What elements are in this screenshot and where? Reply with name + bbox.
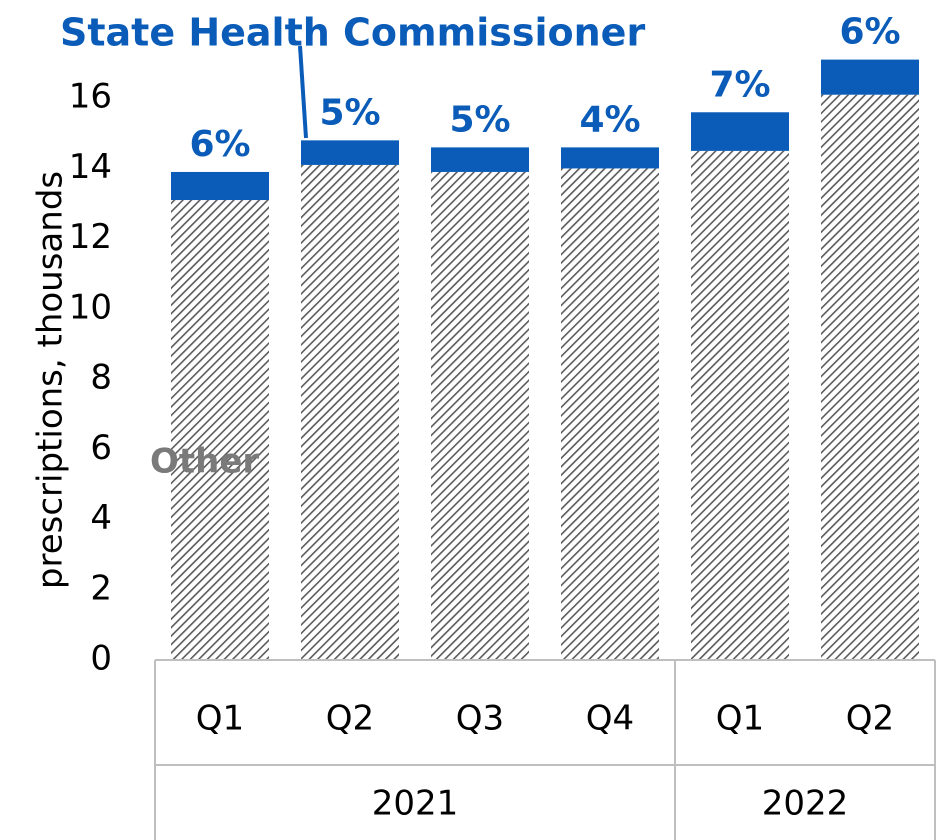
- bar-segment: [301, 164, 399, 660]
- series-label: State Health Commissioner: [60, 11, 645, 55]
- y-tick-label: 6: [90, 428, 112, 468]
- leader-line: [298, 45, 308, 139]
- x-tick-label: Q1: [716, 699, 764, 739]
- y-axis-label: prescriptions, thousands: [31, 171, 71, 589]
- data-label: 5%: [449, 99, 510, 140]
- x-tick-label: Q3: [456, 699, 504, 739]
- x-tick-label: Q4: [586, 699, 634, 739]
- x-tick-label: Q1: [196, 699, 244, 739]
- bar-segment: [561, 147, 659, 169]
- y-tick-label: 0: [90, 639, 112, 679]
- bar-segment: [821, 94, 919, 660]
- x-tick-label: Q2: [846, 699, 894, 739]
- bar-segment: [171, 200, 269, 661]
- bar-segment: [431, 171, 529, 660]
- data-label: 6%: [839, 12, 900, 53]
- y-tick-label: 16: [69, 77, 112, 117]
- y-tick-label: 14: [69, 147, 112, 187]
- group-label: 2021: [372, 784, 459, 824]
- bar-segment: [171, 171, 269, 201]
- y-tick-label: 2: [90, 568, 112, 608]
- group-label: 2022: [762, 784, 849, 824]
- y-tick-label: 8: [90, 358, 112, 398]
- x-tick-label: Q2: [326, 699, 374, 739]
- bar-segment: [561, 168, 659, 660]
- y-tick-label: 12: [69, 217, 112, 257]
- data-label: 4%: [579, 99, 640, 140]
- bar-segment: [691, 150, 789, 660]
- data-label: 7%: [709, 64, 770, 105]
- data-label: 6%: [189, 124, 250, 165]
- y-tick-label: 4: [90, 498, 112, 538]
- bar-segment: [431, 147, 529, 172]
- bar-segment: [821, 59, 919, 95]
- data-label: 5%: [319, 92, 380, 133]
- bar-segment: [691, 112, 789, 151]
- y-tick-label: 10: [69, 287, 112, 327]
- series-label: Other: [150, 442, 259, 482]
- bar-segment: [301, 140, 399, 165]
